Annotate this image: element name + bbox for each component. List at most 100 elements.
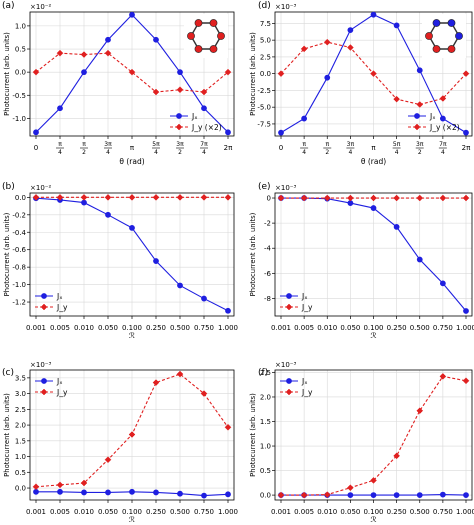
data-point: [300, 491, 308, 499]
x-axis-label: θ (rad): [361, 157, 386, 166]
x-tick-label: 1.000: [218, 324, 238, 332]
legend-entry: J_y: [301, 388, 313, 397]
data-point: [152, 194, 160, 201]
y-tick-label: 2.5: [260, 369, 271, 377]
y-tick-label: 0.5: [15, 46, 26, 54]
data-point: [32, 68, 40, 76]
y-tick-label: 0: [267, 195, 271, 203]
x-tick-label: 0.250: [387, 324, 407, 332]
inset-atom: [432, 19, 441, 27]
x-tick-label: 0.100: [122, 324, 142, 332]
legend: Jₓ J_y: [35, 292, 68, 312]
data-point: [416, 256, 423, 263]
panel-label: (f): [258, 368, 268, 378]
data-point: [323, 194, 331, 202]
y-tick-label: 1.0: [15, 22, 26, 30]
legend: Jₓ J_y (×2): [408, 112, 460, 132]
x-tick-label-num: 3π: [416, 141, 424, 148]
legend: Jₓ J_y: [280, 292, 313, 312]
x-tick-label: 0.500: [170, 508, 190, 516]
data-point: [57, 488, 63, 495]
inset-atom: [194, 45, 203, 53]
data-point: [105, 36, 111, 43]
legend-entry: Jₓ: [301, 377, 308, 386]
data-point: [152, 379, 160, 386]
data-point: [56, 194, 64, 201]
x-tick-label-den: 4: [395, 149, 399, 156]
x-tick-label-den: 2: [178, 149, 182, 156]
x-tick-label: 0.750: [194, 508, 214, 516]
panel-label: (e): [258, 182, 271, 192]
data-point: [80, 479, 88, 487]
x-tick-label-num: 3π: [347, 141, 355, 148]
x-tick-label: 0.100: [363, 508, 383, 516]
data-point: [277, 194, 285, 202]
data-point: [462, 377, 470, 385]
legend-marker: [286, 378, 292, 384]
data-point: [225, 307, 231, 314]
x-tick-label-den: 2: [418, 149, 422, 156]
y-tick-label: 0.5: [260, 467, 271, 475]
x-tick-label-num: π: [302, 141, 306, 148]
legend-entry: J_y: [56, 388, 68, 397]
data-point: [347, 27, 354, 33]
x-tick-label-num: 3π: [176, 141, 184, 148]
data-point: [57, 105, 63, 112]
series-line: [35, 52, 229, 93]
data-point: [300, 194, 308, 202]
x-tick-label: 0.750: [433, 508, 453, 516]
data-point: [104, 49, 112, 57]
series-jx: [33, 11, 231, 136]
y-tick-label: -1.0: [12, 281, 26, 289]
x-tick-label-den: 4: [106, 149, 110, 156]
data-point: [393, 22, 400, 29]
x-tick-label: 0.100: [122, 508, 142, 516]
panel-e: -8-6-4-200.001 0.005 0.010 0.050 0.100 0.250 0…: [249, 182, 474, 340]
x-tick-label: 0.001: [271, 508, 291, 516]
x-tick-label-num: π: [325, 141, 329, 148]
series-jy: [277, 38, 470, 108]
data-point: [104, 456, 112, 464]
data-point: [177, 69, 183, 76]
data-point: [201, 295, 207, 302]
series-jx: [33, 488, 231, 499]
panel-c: 0.0 0.5 1.0 1.5 2.0 2.5 3.0 3.5 0.001 0.005 0.010 0…: [2, 361, 238, 524]
x-tick-label: 0.250: [387, 508, 407, 516]
data-point: [416, 492, 423, 498]
data-point: [153, 36, 159, 43]
data-point: [225, 129, 231, 136]
inset-atom: [194, 19, 203, 27]
x-tick-label: 1.000: [456, 508, 474, 516]
inset-atom: [209, 45, 218, 53]
data-point: [80, 194, 88, 201]
y-tick-label: 3.0: [15, 390, 26, 398]
data-point: [176, 86, 184, 94]
data-point: [393, 452, 400, 460]
data-point: [129, 11, 135, 18]
x-tick-label: π: [130, 144, 135, 152]
y-axis-label: Photocurrent (arb. units): [249, 393, 257, 477]
x-tick-label: 0.001: [26, 324, 46, 332]
x-tick-label: 0.005: [294, 508, 314, 516]
y-axis-label: Photocurrent (arb. units): [3, 32, 11, 116]
data-point: [128, 194, 136, 201]
data-point: [301, 115, 308, 122]
data-point: [176, 370, 184, 378]
legend-entry: J_y: [56, 303, 68, 312]
data-point: [393, 223, 400, 230]
data-point: [32, 483, 40, 491]
data-point: [225, 491, 231, 498]
panel-f: 0.00.51.01.52.02.50.001 0.005 0.010 0.050 0.…: [249, 361, 474, 524]
x-tick-label: 2π: [462, 144, 471, 152]
scale-label: ×10⁻³: [275, 184, 296, 192]
data-point: [370, 205, 377, 211]
data-point: [81, 489, 87, 496]
legend-marker: [41, 378, 47, 384]
inset-atom: [209, 19, 218, 27]
x-tick-label: 0.005: [50, 324, 70, 332]
y-tick-label: -0.2: [12, 211, 26, 219]
x-tick-label-num: 7π: [200, 141, 208, 148]
x-axis-label: ℛ: [371, 515, 377, 524]
y-axis-label: Photocurrent (arb. units): [249, 212, 257, 296]
